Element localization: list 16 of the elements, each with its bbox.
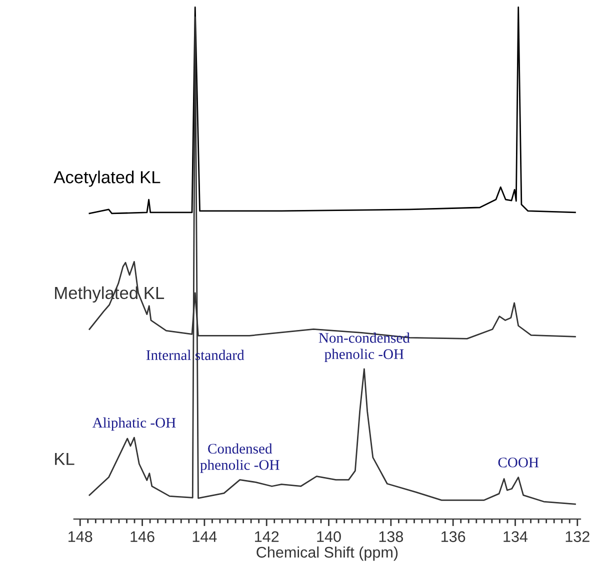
x-tick-label: 142 <box>255 531 279 542</box>
x-tick-label: 140 <box>317 531 341 542</box>
x-tick-label: 134 <box>504 531 528 542</box>
x-tick-label: 146 <box>130 531 154 542</box>
annotation: Non-condensed phenolic -OH <box>318 332 410 362</box>
x-tick-label: 138 <box>379 531 403 542</box>
series-label: KL <box>55 452 74 465</box>
annotation: COOH <box>498 458 539 468</box>
annotation: Condensed phenolic -OH <box>200 443 280 473</box>
annotation: Aliphatic -OH <box>92 417 176 431</box>
x-tick-label: 144 <box>192 531 217 542</box>
x-tick-label: 148 <box>68 531 92 542</box>
x-tick-label: 132 <box>566 531 590 542</box>
series-label: Acetylated KL <box>54 170 160 187</box>
x-tick-label: 136 <box>442 531 466 542</box>
x-axis-title: Chemical Shift (ppm) <box>256 546 398 561</box>
